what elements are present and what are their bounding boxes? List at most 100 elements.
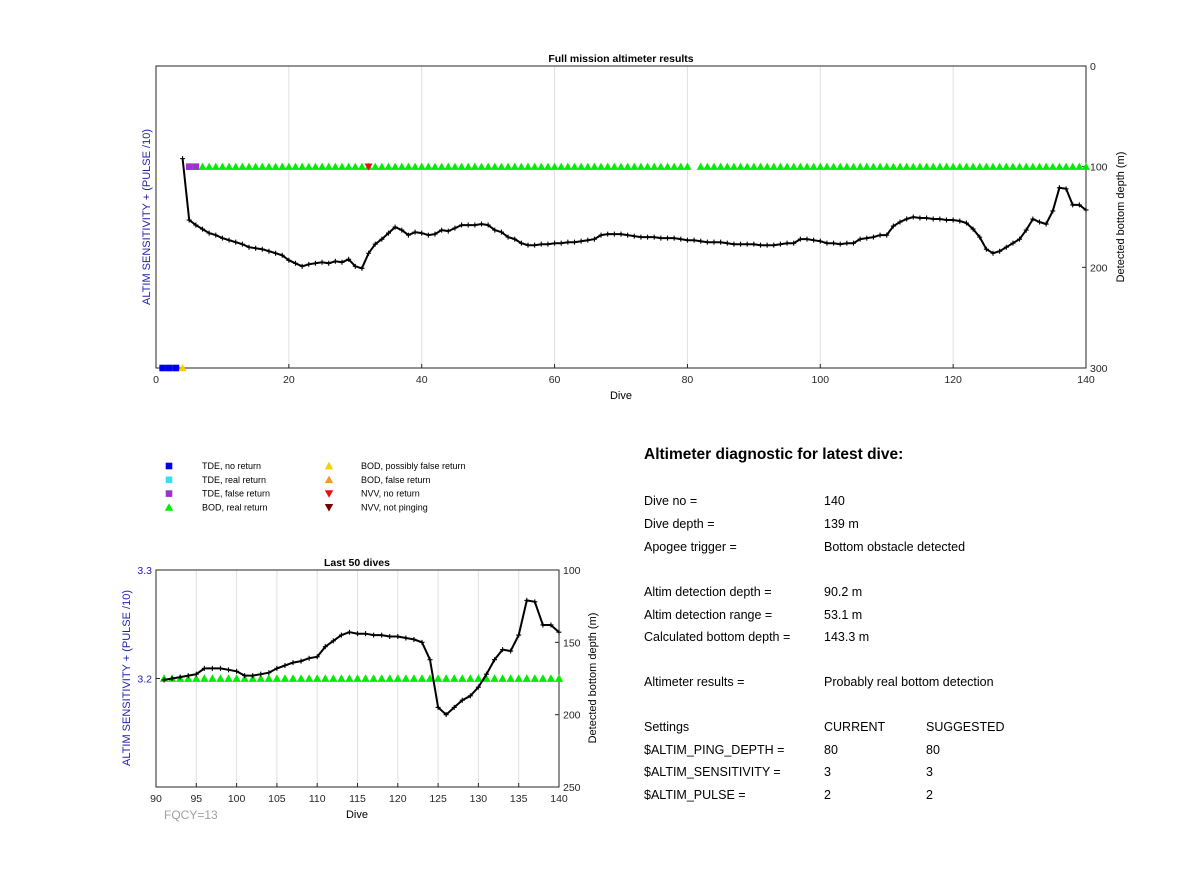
depth-point xyxy=(338,632,344,638)
bod-marker xyxy=(331,162,340,170)
bod-marker xyxy=(590,162,599,170)
depth-point xyxy=(764,242,770,248)
bod-marker xyxy=(1028,162,1037,170)
bod-marker xyxy=(369,674,378,682)
bod-marker xyxy=(1082,162,1090,170)
small-x-tick-label: 130 xyxy=(470,793,488,805)
bod-marker xyxy=(304,674,314,682)
depth-point xyxy=(312,260,318,266)
bod-marker xyxy=(298,162,307,170)
bod-marker xyxy=(232,674,241,682)
main-y-tick-label: 300 xyxy=(1090,363,1108,375)
bod-marker xyxy=(324,162,333,170)
depth-point xyxy=(556,629,562,635)
bod-marker xyxy=(490,162,499,170)
small-y-left-tick-label: 3.3 xyxy=(137,565,152,577)
bod-marker xyxy=(909,162,918,170)
main-x-tick-label: 120 xyxy=(944,374,962,386)
bod-marker xyxy=(401,674,411,682)
altimeter-results-label: Altimeter results = xyxy=(644,675,745,689)
depth-point xyxy=(591,236,597,242)
bod-marker xyxy=(849,162,858,170)
bod-marker xyxy=(546,674,556,682)
main-gridlines xyxy=(288,66,954,368)
depth-point xyxy=(379,236,385,242)
depth-point xyxy=(485,222,491,228)
dive-depth-value: 139 m xyxy=(824,517,859,531)
depth-point xyxy=(824,240,830,246)
small-y-ticks: 3.3 3.2 100 150 200 250 xyxy=(137,565,580,794)
depth-point xyxy=(1083,207,1089,213)
bod-marker xyxy=(498,674,507,682)
depth-point xyxy=(831,240,837,246)
depth-point xyxy=(405,232,411,238)
bod-marker xyxy=(530,162,539,170)
depth-point xyxy=(851,240,856,246)
main-markers xyxy=(159,162,1090,372)
depth-point xyxy=(698,238,704,244)
bod-marker xyxy=(318,162,327,170)
depth-point xyxy=(290,660,296,666)
bod-marker xyxy=(896,162,904,170)
depth-point xyxy=(524,597,530,603)
depth-point xyxy=(744,241,750,247)
depth-point xyxy=(844,240,850,246)
setting-name: $ALTIM_SENSITIVITY = xyxy=(644,765,781,779)
depth-point xyxy=(459,697,465,703)
apogee-trigger-value: Bottom obstacle detected xyxy=(824,540,966,554)
bod-marker xyxy=(696,162,705,170)
bod-marker xyxy=(729,162,738,170)
setting-current: 2 xyxy=(824,788,831,802)
bod-marker xyxy=(391,162,400,170)
bod-marker xyxy=(670,162,679,170)
depth-point xyxy=(983,246,989,252)
altim-detection-range-value: 53.1 m xyxy=(824,608,863,622)
depth-point xyxy=(758,242,763,248)
bod-marker xyxy=(683,162,692,170)
depth-point xyxy=(371,632,377,638)
depth-point xyxy=(435,704,441,710)
depth-line xyxy=(181,158,1087,270)
depth-point xyxy=(777,241,783,247)
bod-marker xyxy=(409,674,419,682)
altim-detection-depth-label: Altim detection depth = xyxy=(644,585,772,599)
diagnostic-title: Altimeter diagnostic for latest dive: xyxy=(644,446,904,463)
bod-marker xyxy=(258,162,267,170)
depth-point xyxy=(279,252,285,258)
bod-marker xyxy=(577,162,586,170)
depth-point xyxy=(924,215,930,221)
bod-marker xyxy=(663,162,672,170)
bod-marker xyxy=(361,674,370,682)
bod-marker xyxy=(630,162,639,170)
bod-marker xyxy=(357,162,366,170)
bod-marker xyxy=(723,162,732,170)
depth-point xyxy=(797,236,803,242)
bod-marker xyxy=(200,674,209,682)
bod-marker xyxy=(736,162,745,170)
small-x-tick-label: 115 xyxy=(349,793,366,805)
small-y-right-tick-label: 150 xyxy=(563,637,581,649)
bod-marker xyxy=(377,162,386,170)
depth-point xyxy=(274,665,280,671)
legend-marker xyxy=(324,475,334,484)
tde-marker xyxy=(192,163,200,170)
depth-point xyxy=(419,639,425,645)
legend-marker xyxy=(165,462,173,470)
bod-marker xyxy=(583,162,592,170)
small-x-tick-label: 125 xyxy=(429,793,447,805)
bod-marker xyxy=(796,162,805,170)
bod-marker xyxy=(417,162,426,170)
bod-marker xyxy=(676,162,685,170)
bod-marker xyxy=(902,162,911,170)
depth-point xyxy=(177,674,183,680)
bod-marker xyxy=(205,162,214,170)
depth-point xyxy=(439,227,445,233)
depth-point xyxy=(472,222,478,228)
bod-marker xyxy=(264,674,274,682)
bod-marker xyxy=(458,674,467,682)
bod-marker xyxy=(816,162,825,170)
bod-marker xyxy=(955,162,964,170)
small-x-tick-label: 90 xyxy=(150,793,162,805)
depth-point xyxy=(904,216,910,222)
depth-point xyxy=(565,239,571,245)
